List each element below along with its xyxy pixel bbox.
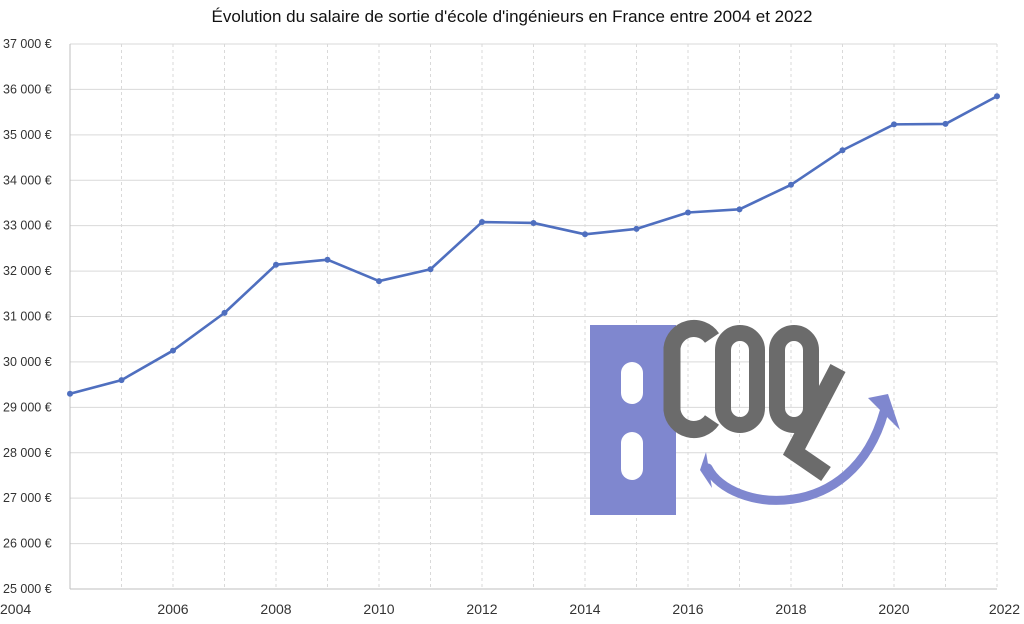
data-point — [118, 377, 125, 384]
series-salary — [67, 93, 1000, 397]
data-point — [530, 219, 537, 226]
y-tick-label: 25 000 € — [3, 582, 52, 596]
y-tick-label: 32 000 € — [3, 264, 52, 278]
y-tick-label: 31 000 € — [3, 310, 52, 324]
data-point — [479, 219, 485, 226]
logo-letter-b-hole-top — [621, 362, 643, 404]
logo-letter-o-2 — [769, 325, 819, 433]
logo-letter-l — [782, 364, 846, 482]
y-axis-tick-labels: 25 000 € 26 000 € 27 000 € 28 000 € 29 000 €… — [3, 37, 52, 596]
x-tick-label: 2020 — [878, 601, 909, 617]
logo-arrow-head — [868, 394, 900, 430]
data-point — [67, 390, 73, 397]
logo-arc-tail — [700, 452, 712, 488]
bcool-logo-watermark — [590, 320, 900, 515]
y-tick-label: 30 000 € — [3, 355, 52, 369]
y-tick-label: 33 000 € — [3, 219, 52, 233]
y-tick-label: 29 000 € — [3, 400, 52, 414]
data-point — [427, 266, 434, 273]
y-tick-label: 36 000 € — [3, 82, 52, 96]
data-point — [324, 256, 331, 263]
chart-title: Évolution du salaire de sortie d'école d… — [212, 7, 813, 26]
y-tick-label: 26 000 € — [3, 537, 52, 551]
data-point — [633, 225, 640, 232]
data-point — [736, 206, 743, 213]
y-tick-label: 35 000 € — [3, 128, 52, 142]
x-tick-label: 2012 — [466, 601, 497, 617]
logo-letter-c — [663, 320, 720, 438]
logo-letter-o-1 — [715, 325, 765, 433]
data-point — [994, 93, 1000, 100]
logo-smile-arc — [703, 407, 889, 505]
data-point — [839, 147, 846, 154]
data-point — [376, 278, 382, 285]
y-tick-label: 27 000 € — [3, 491, 52, 505]
logo-letter-b-hole-bottom — [621, 432, 643, 480]
data-point — [170, 347, 176, 354]
x-tick-label: 2022 — [989, 601, 1020, 617]
gridlines — [69, 43, 998, 590]
y-tick-label: 37 000 € — [3, 37, 52, 51]
x-axis-tick-labels: 2004 2006 2008 2010 2012 2014 2016 2018 2020 2022 — [0, 601, 1020, 617]
x-tick-label: 2004 — [0, 601, 31, 617]
data-point — [788, 181, 794, 188]
data-point — [685, 209, 691, 216]
y-tick-label: 28 000 € — [3, 446, 52, 460]
x-tick-label: 2018 — [775, 601, 806, 617]
x-tick-label: 2008 — [260, 601, 291, 617]
x-tick-label: 2016 — [672, 601, 703, 617]
data-point — [221, 309, 228, 316]
data-point — [942, 120, 949, 127]
x-tick-label: 2010 — [363, 601, 394, 617]
x-tick-label: 2006 — [157, 601, 188, 617]
data-point — [273, 261, 279, 268]
y-tick-label: 34 000 € — [3, 173, 52, 187]
x-tick-label: 2014 — [569, 601, 600, 617]
data-point — [582, 231, 588, 238]
data-point — [891, 121, 897, 128]
logo-letter-b — [590, 325, 676, 515]
